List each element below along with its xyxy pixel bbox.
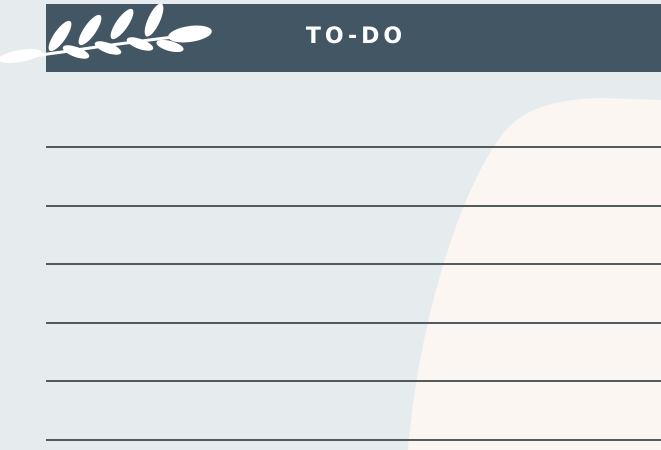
todo-sheet: TO-DO [0, 0, 661, 450]
page: TO-DO (() => { const data = JSON.parse(d… [0, 0, 661, 450]
header-title: TO-DO [306, 24, 406, 49]
